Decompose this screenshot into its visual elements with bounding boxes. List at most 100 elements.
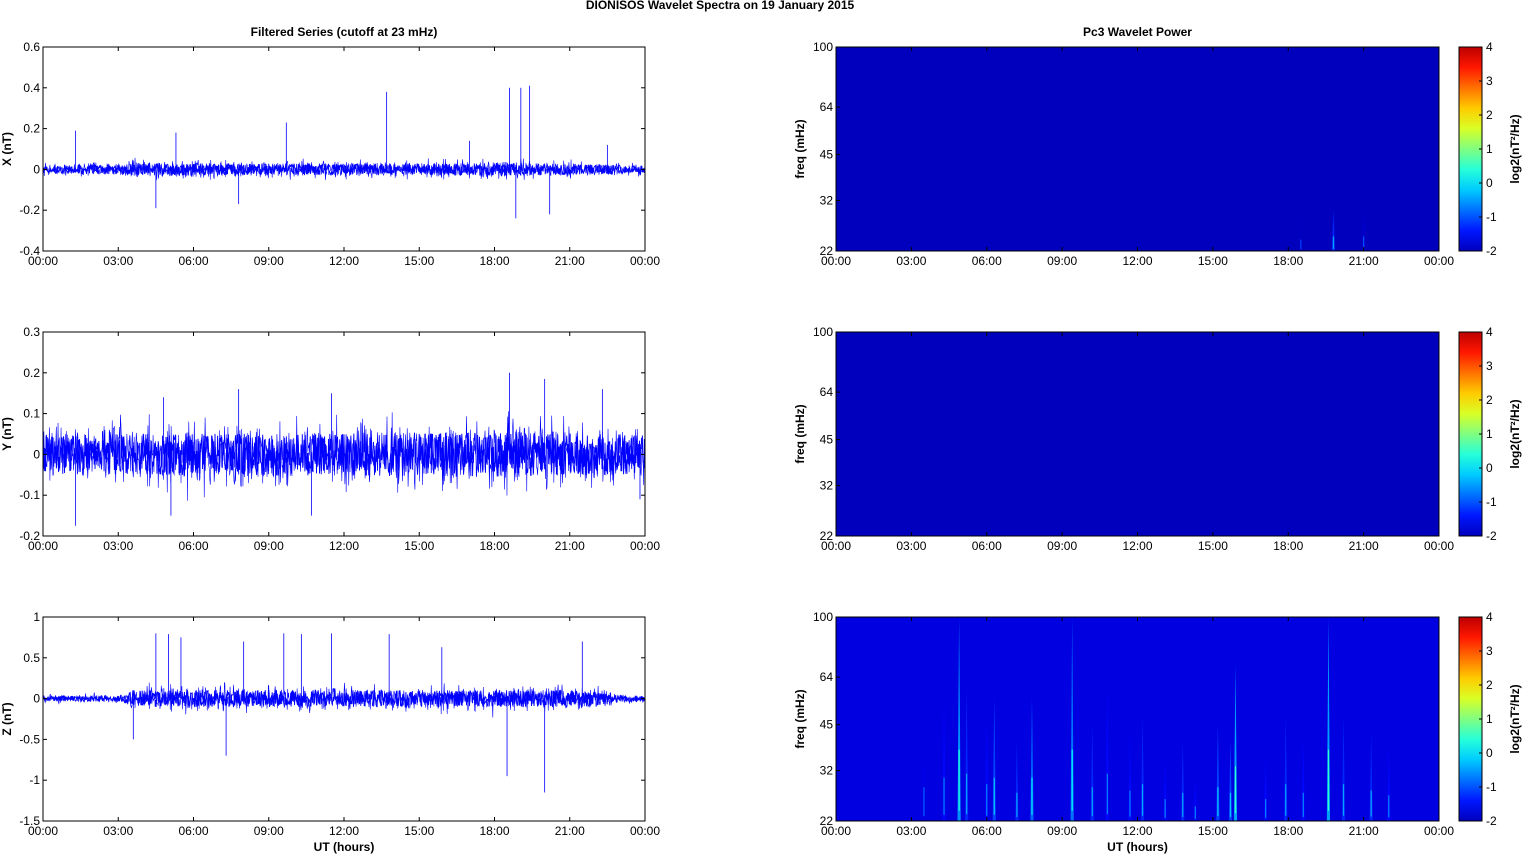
y-series-ylabel: Y (nT) [0,417,14,451]
x-power-power-floor [836,47,1439,251]
z-power-burst [1105,685,1109,821]
z-power-burst [992,697,996,821]
x-series-ytick-label: 0.6 [23,40,40,54]
x-power-burst [1299,218,1303,251]
x-series-ytick-label: -0.4 [19,244,40,258]
z-power-ytick-label: 100 [813,610,833,624]
z-series-xtick-label: 03:00 [103,824,133,838]
x-series-xtick-label: 00:00 [28,254,58,268]
y-series-xtick-label: 03:00 [103,539,133,553]
z-power-burst [1264,758,1268,821]
z-power-ylabel: freq (mHz) [793,689,807,748]
x-power-xtick-label: 18:00 [1273,254,1303,268]
z-power-burst [957,617,961,821]
y-power-ylabel: freq (mHz) [793,404,807,463]
z-power-xtick-label: 03:00 [896,824,926,838]
y-power-cbar-tick-label: 4 [1486,325,1493,339]
z-power-cbar-tick-label: 2 [1486,678,1493,692]
x-power-xtick-label: 03:00 [896,254,926,268]
z-power-burst [1369,733,1373,821]
x-power-xtick-label: 15:00 [1198,254,1228,268]
y-series-ytick-label: 0.3 [23,325,40,339]
y-series-xtick-label: 18:00 [479,539,509,553]
z-series-ytick-label: -0.5 [19,732,40,746]
y-power-xtick-label: 18:00 [1273,539,1303,553]
z-power-burst [985,715,989,821]
z-series-ytick-label: 1 [33,610,40,624]
y-series-xtick-label: 12:00 [329,539,359,553]
y-series-plot-area [43,332,645,536]
y-power-cbar-tick-label: 2 [1486,393,1493,407]
y-series-xtick-label: 00:00 [28,539,58,553]
x-power-cbar-tick-label: 0 [1486,176,1493,190]
figure-title: DIONISOS Wavelet Spectra on 19 January 2… [586,0,855,12]
x-series-xtick-label: 18:00 [479,254,509,268]
x-series-trace-core [42,161,646,177]
z-series-xtick-label: 15:00 [404,824,434,838]
z-power-burst [1070,617,1074,821]
z-power-cbar-tick-label: 0 [1486,746,1493,760]
x-series-xtick-label: 03:00 [103,254,133,268]
x-power-cbar-tick-label: 2 [1486,108,1493,122]
z-series-xtick-label: 09:00 [254,824,284,838]
z-power-burst [1284,715,1288,821]
y-power-cbar-tick-label: -2 [1486,529,1497,543]
x-series-ytick-label: 0.4 [23,81,40,95]
x-power-ytick-label: 64 [820,100,834,114]
y-power-ytick-label: 64 [820,385,834,399]
z-power-colorbar [1458,616,1483,822]
y-power-cbar-tick-label: 1 [1486,427,1493,441]
z-series-ytick-label: 0.5 [23,651,40,665]
x-series-panel: Filtered Series (cutoff at 23 mHz) 0.6 0.4… [0,25,660,268]
y-series-ytick-label: 0 [33,447,40,461]
z-power-cbar-tick-label: -1 [1486,780,1497,794]
x-series-title: Filtered Series (cutoff at 23 mHz) [251,25,438,39]
y-power-xtick-label: 06:00 [972,539,1002,553]
x-series-ytick-label: -0.2 [19,203,40,217]
z-power-burst [1233,665,1238,821]
x-power-cbar-tick-label: 3 [1486,74,1493,88]
y-series-ytick-label: -0.1 [19,488,40,502]
y-power-cbar-tick-label: 0 [1486,461,1493,475]
z-power-burst [1341,715,1346,821]
z-power-xtick-label: 00:00 [821,824,851,838]
y-power-xtick-label: 21:00 [1349,539,1379,553]
y-series-xtick-label: 21:00 [555,539,585,553]
z-power-burst [942,697,946,821]
x-power-xtick-label: 06:00 [972,254,1002,268]
z-power-xlabel: UT (hours) [1107,840,1168,854]
x-power-xtick-label: 12:00 [1122,254,1152,268]
z-power-burst [1181,740,1185,821]
z-power-burst [1163,758,1167,821]
x-series-xtick-label: 15:00 [404,254,434,268]
z-power-cbar-tick-label: -2 [1486,814,1497,828]
x-series-ytick-label: 0 [33,162,40,176]
z-series-ylabel: Z (nT) [0,702,14,735]
z-power-burst [1015,740,1019,821]
z-power-burst [1030,697,1034,821]
z-series-xtick-label: 21:00 [555,824,585,838]
x-power-burst [1331,209,1336,251]
z-series-xtick-label: 00:00 [630,824,660,838]
x-series-ylabel: X (nT) [0,132,14,166]
y-power-xtick-label: 12:00 [1122,539,1152,553]
z-series-ytick-label: -1.5 [19,814,40,828]
z-power-power-floor [836,617,1439,821]
x-power-ytick-label: 32 [820,194,834,208]
z-power-burst [1128,733,1132,821]
x-power-cbar-tick-label: -1 [1486,210,1497,224]
x-power-cbar-tick-label: 1 [1486,142,1493,156]
z-power-burst [1090,724,1094,821]
x-series-xtick-label: 06:00 [178,254,208,268]
x-series-plot-area [43,47,645,251]
y-power-ytick-label: 100 [813,325,833,339]
z-power-burst [965,685,969,821]
x-power-ytick-label: 100 [813,40,833,54]
z-power-xtick-label: 12:00 [1122,824,1152,838]
z-power-burst [1216,724,1220,821]
y-series-ytick-label: 0.1 [23,407,40,421]
z-power-xtick-label: 06:00 [972,824,1002,838]
